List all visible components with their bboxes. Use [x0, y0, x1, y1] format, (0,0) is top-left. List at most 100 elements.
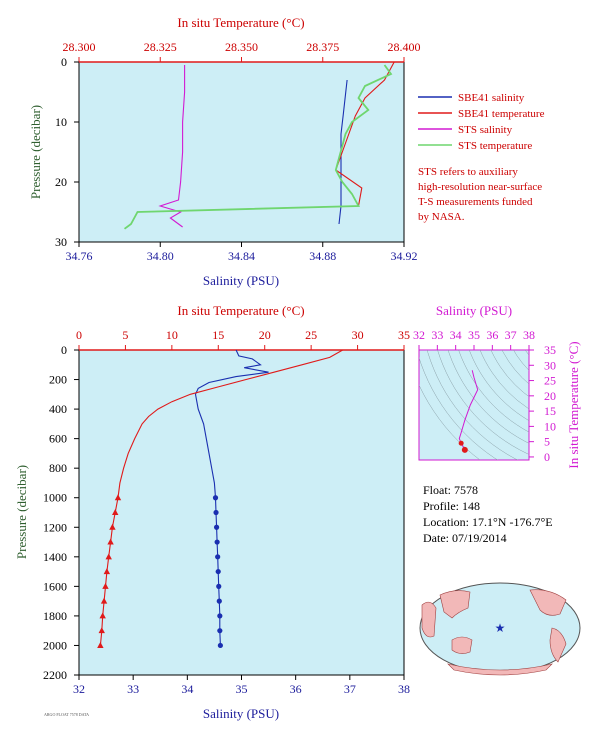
full-profile-temp-tick-label: 35	[398, 328, 410, 342]
salinity-sample-marker	[217, 628, 223, 634]
ts-temp-tick-label: 15	[544, 404, 556, 418]
ts-temp-tick-label: 10	[544, 419, 556, 433]
ts-sal-tick-label: 36	[486, 328, 498, 342]
near-surface-ylabel: Pressure (decibar)	[28, 105, 43, 199]
full-profile-pressure-tick-label: 2200	[43, 668, 67, 682]
full-profile-sal-tick-label: 37	[344, 682, 356, 696]
full-profile-sal-tick-label: 38	[398, 682, 410, 696]
legend-label-sbe41-salinity: SBE41 salinity	[458, 92, 525, 104]
legend-label-sts-temperature: STS temperature	[458, 140, 532, 152]
ts-temp-tick-label: 25	[544, 374, 556, 388]
full-profile-panel: In situ Temperature (°C) Salinity (PSU) …	[14, 303, 410, 721]
legend-note-line-4: by NASA.	[418, 211, 465, 223]
salinity-sample-marker	[214, 539, 220, 545]
full-profile-temp-tick-label: 25	[305, 328, 317, 342]
salinity-sample-marker	[217, 613, 223, 619]
map-land-asia	[439, 590, 471, 619]
sts-temperature-line	[123, 64, 393, 230]
full-profile-pressure-tick-label: 1800	[43, 609, 67, 623]
temperature-sample-marker	[99, 612, 106, 619]
near-surface-panel: In situ Temperature (°C) Salinity (PSU) …	[28, 15, 421, 288]
full-profile-temp-tick-label: 20	[259, 328, 271, 342]
info-location: Location: 17.1°N -176.7°E	[423, 515, 553, 529]
full-profile-title: In situ Temperature (°C)	[177, 303, 304, 318]
near-surface-xlabel: Salinity (PSU)	[203, 273, 279, 288]
full-profile-temp-tick-label: 10	[166, 328, 178, 342]
near-surface-temp-tick-label: 28.375	[306, 40, 339, 54]
full-profile-sal-tick-label: 34	[181, 682, 193, 696]
float-info: Float: 7578 Profile: 148 Location: 17.1°…	[423, 483, 553, 545]
salinity-profile-line	[194, 349, 269, 498]
temperature-sample-marker	[105, 553, 112, 560]
map-land-north-america	[529, 589, 567, 616]
near-surface-pressure-tick-label: 0	[61, 55, 67, 69]
ts-temp-tick-label: 0	[544, 450, 550, 464]
temperature-profile-line	[117, 349, 343, 498]
full-profile-series	[97, 349, 343, 649]
full-profile-plot-area	[78, 349, 405, 676]
salinity-sample-marker	[216, 583, 222, 589]
ts-title: Salinity (PSU)	[436, 303, 512, 318]
full-profile-sal-tick-label: 35	[236, 682, 248, 696]
legend-note-line-2: high-resolution near-surface	[418, 181, 542, 193]
map-land-south-america	[549, 627, 567, 663]
ts-sal-tick-label: 38	[523, 328, 535, 342]
full-profile-sal-tick-label: 36	[290, 682, 302, 696]
full-profile-pressure-tick-label: 400	[49, 402, 67, 416]
ts-sal-tick-label: 37	[505, 328, 517, 342]
temperature-sample-marker	[109, 523, 116, 530]
legend: SBE41 salinity SBE41 temperature STS sal…	[418, 92, 545, 223]
temperature-sample-marker	[97, 641, 104, 648]
ts-isopycnal-line	[520, 220, 601, 380]
legend-note-line-1: STS refers to auxiliary	[418, 166, 518, 178]
near-surface-series	[123, 61, 395, 230]
map-land-australia	[451, 636, 473, 654]
full-profile-pressure-tick-label: 1200	[43, 520, 67, 534]
ts-deep-marker	[461, 446, 468, 453]
ts-series	[458, 370, 479, 453]
full-profile-sal-tick-label: 32	[73, 682, 85, 696]
legend-label-sts-salinity: STS salinity	[458, 124, 513, 136]
temperature-sample-marker	[100, 597, 108, 604]
legend-note-line-3: T-S measurements funded	[418, 196, 533, 208]
ts-plot-area	[418, 349, 530, 461]
legend-label-sbe41-temperature: SBE41 temperature	[458, 108, 545, 120]
salinity-sample-marker	[216, 598, 222, 604]
near-surface-plot-area	[78, 61, 405, 243]
full-profile-temp-tick-label: 15	[212, 328, 224, 342]
near-surface-sal-tick-label: 34.76	[66, 249, 93, 263]
info-profile: Profile: 148	[423, 499, 480, 513]
full-profile-pressure-tick-label: 0	[61, 343, 67, 357]
full-profile-temp-tick-label: 5	[122, 328, 128, 342]
temperature-sample-marker	[107, 538, 114, 545]
near-surface-pressure-tick-label: 30	[55, 235, 67, 249]
full-profile-pressure-tick-label: 200	[49, 373, 67, 387]
ts-sal-tick-label: 35	[468, 328, 480, 342]
full-profile-temp-tick-label: 0	[76, 328, 82, 342]
map-land-europe-africa	[421, 601, 437, 638]
full-profile-pressure-tick-label: 800	[49, 461, 67, 475]
full-profile-pressure-tick-label: 1400	[43, 550, 67, 564]
near-surface-sal-tick-label: 34.84	[228, 249, 255, 263]
near-surface-ticks: 28.300 28.325 28.350 28.375 28.400 34.76 34.80…	[55, 40, 421, 263]
map-float-marker-icon: ★	[495, 621, 506, 635]
ts-ylabel: In situ Temperature (°C)	[566, 341, 581, 468]
near-surface-temp-tick-label: 28.300	[63, 40, 96, 54]
salinity-sample-marker	[215, 554, 221, 560]
figure-footer-code: ARGO FLOAT 7578 DATA	[44, 712, 89, 717]
near-surface-sal-tick-label: 34.80	[147, 249, 174, 263]
full-profile-pressure-tick-label: 600	[49, 432, 67, 446]
near-surface-temp-tick-label: 28.400	[388, 40, 421, 54]
info-date: Date: 07/19/2014	[423, 531, 507, 545]
ts-diagram-panel: Salinity (PSU) In situ Temperature (°C) …	[413, 220, 601, 469]
full-profile-xlabel: Salinity (PSU)	[203, 706, 279, 721]
near-surface-temp-tick-label: 28.325	[144, 40, 177, 54]
temperature-sample-marker	[98, 627, 105, 634]
location-map: ★	[419, 582, 581, 676]
temperature-sample-marker	[102, 582, 109, 589]
temperature-sample-marker	[112, 509, 119, 515]
sts-salinity-line	[158, 65, 186, 228]
salinity-sample-marker	[217, 642, 223, 649]
